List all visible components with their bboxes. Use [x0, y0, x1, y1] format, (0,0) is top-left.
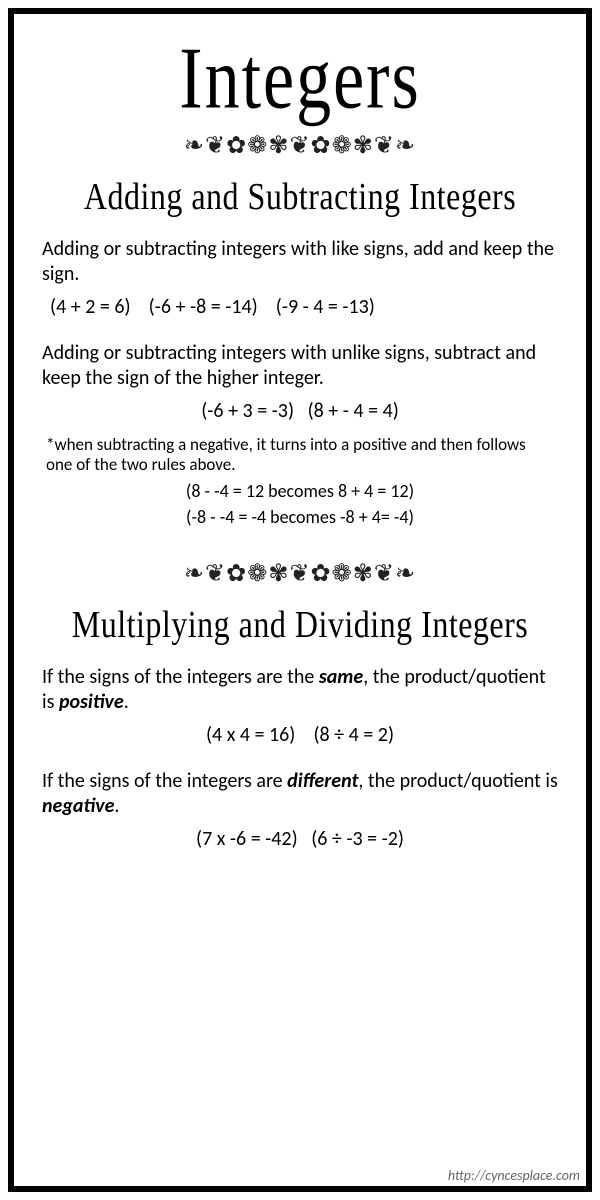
emph-same: same	[319, 665, 363, 689]
emph-positive: positive	[59, 690, 124, 714]
divider-flourish: ❧❦✿❁✾❦✿❁✾❦❧	[38, 134, 562, 158]
examples-same-mult: (4 x 4 = 16) (8 ÷ 4 = 2)	[38, 723, 562, 747]
text: , the product/quotient is	[358, 769, 557, 793]
examples-diff-mult: (7 x -6 = -42) (6 ÷ -3 = -2)	[38, 827, 562, 851]
page-title: Integers	[38, 30, 562, 130]
note-example-2: (-8 - -4 = -4 becomes -8 + 4= -4)	[38, 506, 562, 528]
emph-different: different	[287, 769, 358, 793]
examples-unlike-signs: (-6 + 3 = -3) (8 + - 4 = 4)	[38, 399, 562, 423]
text: .	[114, 794, 119, 818]
section2-heading: Multiplying and Dividing Integers	[38, 602, 562, 646]
text: If the signs of the integers are	[42, 769, 287, 793]
text: If the signs of the integers are the	[42, 665, 319, 689]
rule-unlike-signs: Adding or subtracting integers with unli…	[42, 341, 558, 391]
credit-url: http://cyncesplace.com	[448, 1167, 580, 1184]
note-example-1: (8 - -4 = 12 becomes 8 + 4 = 12)	[38, 480, 562, 502]
rule-same-signs-mult: If the signs of the integers are the sam…	[42, 665, 558, 715]
document-frame: Integers ❧❦✿❁✾❦✿❁✾❦❧ Adding and Subtract…	[8, 8, 592, 1192]
emph-negative: negative	[42, 794, 114, 818]
text: .	[124, 690, 129, 714]
rule-diff-signs-mult: If the signs of the integers are differe…	[42, 769, 558, 819]
examples-like-signs: (4 + 2 = 6) (-6 + -8 = -14) (-9 - 4 = -1…	[50, 295, 562, 319]
divider-flourish-2: ❧❦✿❁✾❦✿❁✾❦❧	[38, 562, 562, 586]
section1-heading: Adding and Subtracting Integers	[38, 174, 562, 218]
rule-like-signs: Adding or subtracting integers with like…	[42, 237, 558, 287]
note-subtract-negative: *when subtracting a negative, it turns i…	[46, 435, 554, 474]
